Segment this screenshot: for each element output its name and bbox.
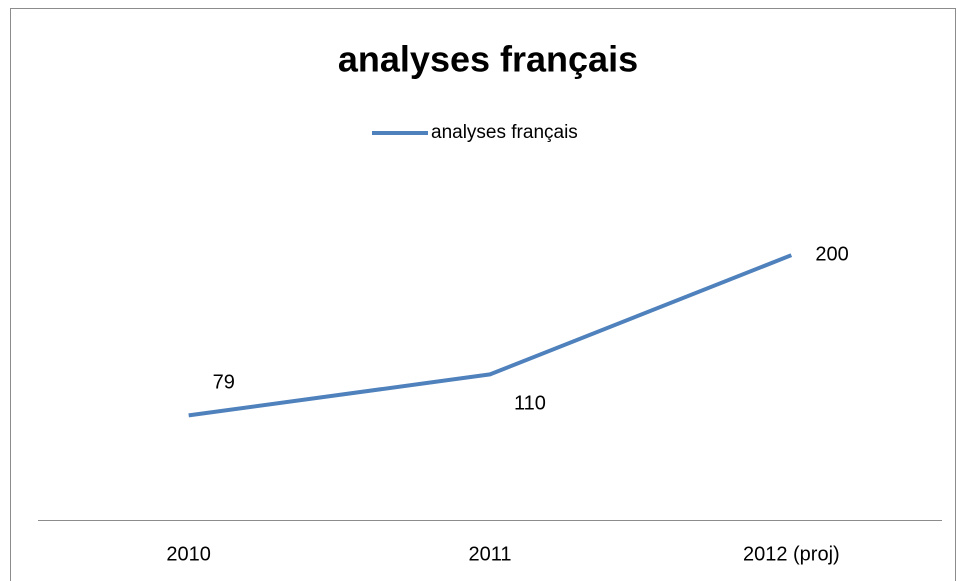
chart-title: analyses français (338, 39, 638, 80)
x-tick-label: 2012 (proj) (743, 543, 840, 565)
data-label: 110 (514, 393, 546, 415)
data-label: 200 (815, 243, 848, 265)
legend-label: analyses français (431, 122, 578, 143)
data-label: 79 (213, 372, 235, 394)
data-line (188, 253, 793, 418)
chart-border (10, 8, 956, 581)
x-tick-label: 2010 (166, 543, 211, 565)
x-tick-label: 2011 (468, 543, 511, 565)
